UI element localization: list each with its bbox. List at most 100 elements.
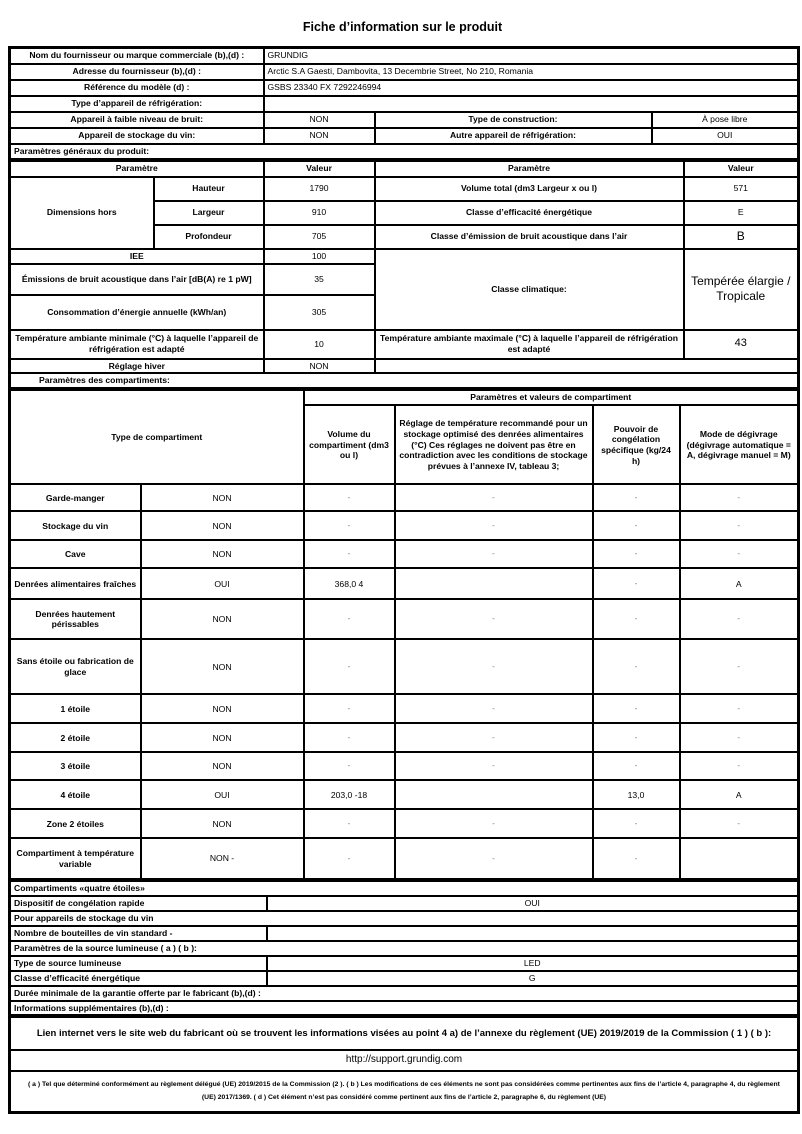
compartment-present-value: NON: [139, 539, 305, 570]
compartment-volume-value: -: [302, 837, 396, 881]
compartment-defrost-mode-value: -: [678, 751, 800, 782]
compartment-present-value: OUI: [139, 567, 305, 601]
supplier-address-label: Adresse du fournisseur (b),(d) :: [8, 62, 265, 81]
iee-value: 100: [262, 247, 376, 265]
value-header-left: Valeur: [262, 159, 376, 178]
table-row: Type d’appareil de réfrigération:: [8, 94, 800, 113]
footnote-text: ( a ) Tel que déterminé conformément au …: [8, 1069, 800, 1114]
winter-setting-label: Réglage hiver: [8, 357, 265, 375]
compartment-present-value: NON: [139, 510, 305, 542]
compartment-present-value: OUI: [139, 779, 305, 811]
table-row: Émissions de bruit acoustique dans l’air…: [8, 262, 799, 296]
temp-setting-header: Réglage de température recommandé pour u…: [393, 404, 594, 486]
compartment-name: Garde-manger: [8, 483, 142, 513]
compartment-volume-value: -: [302, 510, 396, 542]
compartment-defrost-mode-value: -: [678, 808, 800, 840]
compartment-temp-setting-value: -: [393, 808, 594, 840]
compartment-row: 3 étoile NON - - - -: [8, 751, 800, 782]
fast-freeze-label: Dispositif de congélation rapide: [8, 894, 268, 912]
climate-class-value: Tempérée élargie / Tropicale: [682, 247, 800, 331]
table-row: Profondeur 705 Classe d’émission de brui…: [10, 223, 800, 250]
compartment-name: 3 étoile: [8, 751, 142, 782]
value-header-right: Valeur: [682, 159, 800, 178]
construction-type-value: À pose libre: [650, 110, 800, 129]
noise-class-value: B: [682, 223, 800, 250]
compartment-name: 2 étoile: [8, 722, 142, 754]
other-appliance-value: OUI: [650, 126, 800, 145]
compartment-defrost-mode-value: -: [678, 722, 800, 754]
compartment-temp-setting-value: -: [393, 510, 594, 542]
total-volume-label: Volume total (dm3 Largeur x ou l): [373, 175, 685, 202]
compartment-freezing-capacity-value: 13,0: [591, 779, 681, 811]
compartment-defrost-mode-value: -: [678, 638, 800, 696]
table-row: Réglage hiver NON: [8, 357, 800, 375]
compartment-freezing-capacity-value: -: [591, 483, 681, 513]
table-row: Référence du modèle (d) : GSBS 23340 FX …: [8, 78, 800, 97]
compartment-volume-value: -: [302, 539, 396, 570]
depth-value: 705: [262, 223, 376, 250]
wine-storage-label: Appareil de stockage du vin:: [8, 126, 265, 145]
table-row: Largeur 910 Classe d’efficacité énergéti…: [10, 199, 800, 226]
general-params-section-label: Paramètres généraux du produit:: [8, 142, 800, 161]
compartment-type-header: Type de compartiment: [8, 388, 305, 486]
compartment-volume-value: 368,0 4: [302, 567, 396, 601]
bottom-table: Compartiments «quatre étoiles» Dispositi…: [8, 878, 801, 1018]
compartment-row: Cave NON - - - -: [8, 539, 800, 570]
wine-section-label: Pour appareils de stockage du vin: [8, 909, 800, 927]
compartments-body: Garde-manger NON - - - - Stockage du vin…: [8, 483, 800, 881]
manufacturer-link-label: Lien internet vers le site web du fabric…: [8, 1015, 800, 1051]
table-row: Nom du fournisseur ou marque commerciale…: [8, 46, 800, 65]
height-label: Hauteur: [152, 175, 265, 202]
table-row: Paramètres de la source lumineuse ( a ) …: [8, 939, 800, 957]
empty-cell: [373, 357, 800, 375]
compartment-name: 4 étoile: [8, 779, 142, 811]
compartment-temp-setting-value: -: [393, 483, 594, 513]
compartment-temp-setting-value: -: [393, 837, 594, 881]
compartment-name: 1 étoile: [8, 693, 142, 725]
compartment-row: Garde-manger NON - - - -: [8, 483, 800, 513]
total-volume-value: 571: [682, 175, 800, 202]
compartment-row: Denrées alimentaires fraîches OUI 368,0 …: [8, 567, 800, 601]
volume-header: Volume du compartiment (dm3 ou l): [302, 404, 396, 486]
compartment-name: Compartiment à température variable: [8, 837, 142, 881]
compartment-temp-setting-value: [393, 779, 594, 811]
table-row: ( a ) Tel que déterminé conformément au …: [8, 1069, 800, 1114]
table-row: Dispositif de congélation rapide OUI: [8, 894, 800, 912]
compartment-name: Denrées hautement périssables: [8, 598, 142, 641]
supplier-name-label: Nom du fournisseur ou marque commerciale…: [8, 46, 265, 65]
compartment-freezing-capacity-value: -: [591, 751, 681, 782]
max-ambient-temp-value: 43: [682, 328, 800, 360]
light-type-value: LED: [265, 954, 800, 972]
table-row: Compartiments «quatre étoiles»: [8, 879, 800, 897]
compartment-defrost-mode-value: -: [678, 539, 800, 570]
compartment-defrost-mode-value: -: [678, 483, 800, 513]
compartment-row: 2 étoile NON - - - -: [8, 722, 800, 754]
table-row: IEE 100 Classe climatique: Tempérée élar…: [8, 247, 800, 331]
compartment-temp-setting-value: -: [393, 539, 594, 570]
wine-storage-value: NON: [262, 126, 376, 145]
table-row: Adresse du fournisseur (b),(d) : Arctic …: [8, 62, 800, 81]
compartment-freezing-capacity-value: -: [591, 808, 681, 840]
compartment-volume-value: -: [302, 638, 396, 696]
compartment-volume-value: 203,0 -18: [302, 779, 396, 811]
additional-info-section-label: Informations supplémentaires (b),(d) :: [8, 999, 800, 1017]
compartment-name: Sans étoile ou fabrication de glace: [8, 638, 142, 696]
param-header-left: Paramètre: [8, 159, 265, 178]
compartment-present-value: NON -: [139, 837, 305, 881]
page-title: Fiche d’information sur le produit: [302, 20, 503, 34]
table-row: Classe d’efficacité énergétique G: [8, 969, 800, 987]
supplier-address-value: Arctic S.A Gaesti, Dambovita, 13 Decembr…: [262, 62, 800, 81]
compartment-group-header: Paramètres et valeurs de compartiment: [302, 388, 800, 407]
light-class-label: Classe d’efficacité énergétique: [8, 969, 268, 987]
height-value: 1790: [262, 175, 376, 202]
compartment-temp-setting-value: -: [393, 722, 594, 754]
compartment-freezing-capacity-value: -: [591, 693, 681, 725]
compartment-row: Sans étoile ou fabrication de glace NON …: [8, 638, 800, 696]
compartment-name: Stockage du vin: [8, 510, 142, 542]
compartment-volume-value: -: [302, 483, 396, 513]
compartment-name: Zone 2 étoiles: [8, 808, 142, 840]
table-row: Consommation d’énergie annuelle (kWh/an)…: [8, 293, 799, 331]
table-header-row: Type de compartiment Paramètres et valeu…: [8, 388, 800, 486]
compartment-freezing-capacity-value: -: [591, 510, 681, 542]
compartment-temp-setting-value: [393, 567, 594, 601]
